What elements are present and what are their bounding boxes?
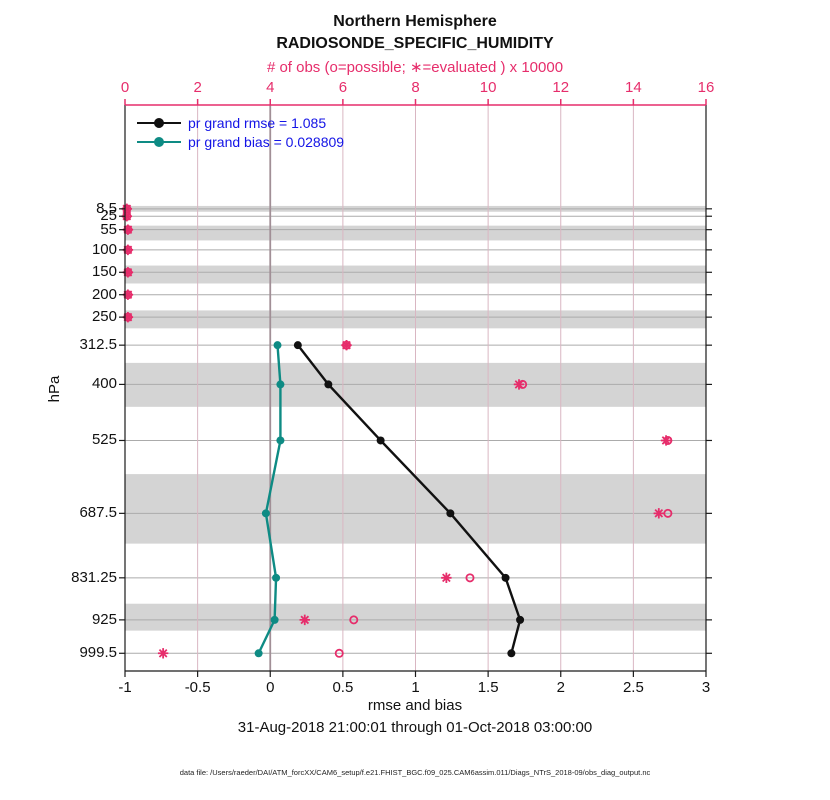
possible-obs-marker — [465, 573, 475, 583]
rmse-point — [501, 573, 510, 582]
left-axis-tick-label: 999.5 — [79, 644, 117, 662]
evaluated-obs-marker — [122, 267, 134, 278]
legend-item-rmse: pr grand rmse = 1.085 — [137, 113, 344, 132]
bias-legend-dot — [154, 136, 164, 147]
left-axis-tick-label: 200 — [91, 285, 117, 303]
bias-point — [254, 649, 263, 658]
bottom-axis-tick-label: 2.5 — [622, 679, 644, 696]
evaluated-obs-marker — [513, 379, 525, 390]
bottom-axis-tick-label: 2 — [556, 679, 565, 696]
data-file-path: data file: /Users/raeder/DAI/ATM_forcXX/… — [179, 768, 651, 777]
legend-item-bias: pr grand bias = 0.028809 — [137, 132, 344, 151]
bottom-axis-label: rmse and bias — [367, 697, 463, 714]
left-axis-tick-label: 250 — [91, 308, 117, 326]
date-range-subtitle: 31-Aug-2018 21:00:01 through 01-Oct-2018… — [237, 719, 593, 736]
rmse-legend-dot — [154, 117, 164, 128]
left-axis-tick-label: 8.5 — [96, 199, 117, 217]
top-axis-tick-label: 6 — [338, 79, 348, 96]
rmse-point — [376, 436, 385, 445]
possible-obs-marker — [334, 648, 344, 658]
top-axis-label: # of obs (o=possible; ∗=evaluated ) x 10… — [266, 59, 564, 76]
left-axis-tick-label: 831.25 — [71, 568, 117, 586]
left-axis-tick-label: 925 — [91, 610, 117, 628]
bottom-axis-tick-label: 0.5 — [332, 679, 354, 696]
top-axis-tick-label: 16 — [697, 79, 715, 96]
possible-obs-marker — [349, 615, 359, 625]
rmse-point — [446, 509, 455, 518]
possible-obs-marker — [663, 508, 673, 518]
top-axis-tick-label: 14 — [625, 79, 642, 96]
plot-title-variable: RADIOSONDE_SPECIFIC_HUMIDITY — [276, 35, 554, 52]
evaluated-obs-marker — [341, 339, 352, 351]
bias-legend-label: pr grand bias = 0.028809 — [188, 133, 345, 150]
bias-point — [276, 436, 285, 445]
evaluated-obs-marker — [122, 289, 134, 300]
rmse-legend-label: pr grand rmse = 1.085 — [188, 114, 327, 131]
top-axis-tick-label: 8 — [411, 79, 420, 96]
bias-point — [261, 509, 270, 518]
left-axis-tick-label: 100 — [91, 240, 117, 258]
left-axis-tick-label: 687.5 — [79, 504, 117, 522]
bottom-axis-tick-label: -1 — [118, 679, 132, 696]
left-axis-tick-label: 25 — [100, 207, 117, 225]
bottom-axis-tick-label: -0.5 — [184, 679, 211, 696]
rmse-point — [507, 649, 516, 658]
plot-title-region: Northern Hemisphere — [333, 13, 497, 30]
evaluated-obs-marker — [121, 203, 133, 215]
rmse-legend-swatch — [137, 117, 181, 128]
bottom-axis-tick-label: 1.5 — [477, 679, 499, 696]
top-axis-tick-label: 4 — [266, 79, 275, 96]
left-axis-tick-label: 312.5 — [79, 336, 117, 354]
evaluated-obs-marker — [660, 435, 672, 446]
bottom-axis-tick-label: 3 — [701, 679, 711, 696]
evaluated-obs-marker — [122, 244, 134, 256]
evaluated-obs-marker — [122, 224, 134, 235]
bottom-axis-tick-label: 0 — [266, 679, 275, 696]
rmse-point — [293, 341, 302, 350]
evaluated-obs-marker — [122, 311, 134, 323]
left-axis-tick-label: 400 — [91, 375, 117, 393]
rmse-point — [516, 615, 525, 624]
top-axis-tick-label: 0 — [120, 79, 130, 96]
bias-point — [272, 573, 281, 582]
bias-point — [270, 615, 279, 624]
top-axis-tick-label: 12 — [552, 79, 570, 96]
evaluated-obs-marker — [653, 508, 664, 519]
bias-legend-swatch — [137, 136, 181, 147]
evaluated-obs-marker — [157, 648, 169, 659]
evaluated-obs-marker — [299, 614, 310, 626]
left-axis-tick-label: 525 — [91, 431, 117, 449]
legend: pr grand rmse = 1.085 pr grand bias = 0.… — [137, 113, 344, 151]
evaluated-obs-marker — [121, 211, 133, 222]
top-axis-tick-label: 2 — [193, 79, 202, 96]
top-axis-tick-label: 10 — [479, 79, 497, 96]
bottom-axis-tick-label: 1 — [411, 679, 420, 696]
left-axis-tick-label: 150 — [91, 263, 117, 281]
bias-point — [276, 380, 285, 389]
rmse-point — [324, 380, 333, 389]
bias-point — [273, 341, 282, 350]
evaluated-obs-marker — [441, 572, 452, 584]
left-axis-tick-label: 55 — [100, 220, 117, 238]
